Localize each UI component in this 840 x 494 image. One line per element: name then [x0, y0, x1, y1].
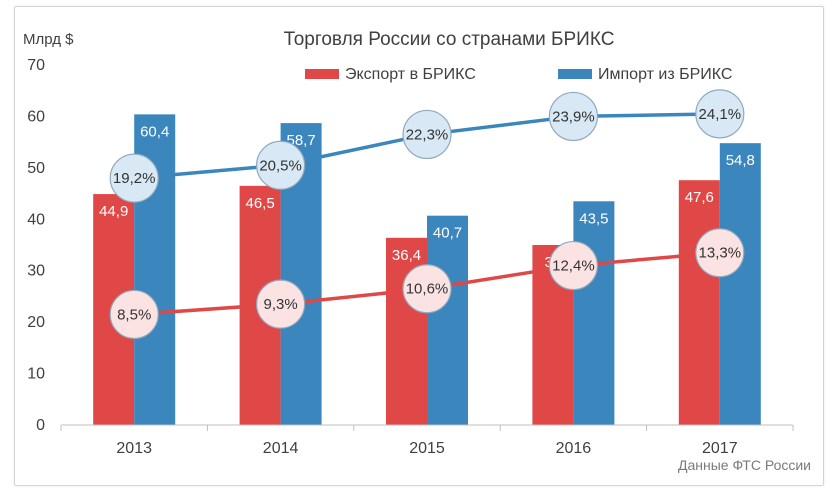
- bar-value-label: 46,5: [245, 195, 274, 212]
- legend: Экспорт в БРИКС Импорт из БРИКС: [305, 66, 732, 83]
- source-note: Данные ФТС России: [678, 457, 811, 473]
- share-marker: [109, 289, 159, 340]
- bar-value-label: 36,4: [392, 247, 421, 264]
- legend-label-export: Экспорт в БРИКС: [345, 66, 476, 83]
- import-bar: [719, 143, 761, 425]
- share-label: 8,5%: [117, 306, 151, 323]
- legend-swatch-export: [305, 69, 339, 79]
- x-tick-label: 2016: [556, 440, 592, 457]
- x-tick-label: 2015: [409, 440, 445, 457]
- x-tick-label: 2013: [116, 440, 152, 457]
- y-tick-label: 30: [27, 263, 45, 280]
- chart-frame: Торговля России со странами БРИКС Млрд $…: [14, 6, 824, 486]
- share-label: 13,3%: [699, 245, 742, 262]
- y-tick-label: 0: [36, 417, 45, 434]
- x-tick-label: 2014: [263, 440, 299, 457]
- share-marker: [695, 89, 745, 139]
- y-tick-label: 50: [27, 160, 45, 177]
- share-label: 23,9%: [552, 108, 595, 125]
- export-bar: [678, 180, 720, 425]
- import-bar: [573, 201, 615, 425]
- share-label: 20,5%: [259, 157, 302, 174]
- share-marker: [402, 109, 452, 160]
- share-label: 12,4%: [552, 258, 595, 275]
- share-marker: [548, 240, 599, 291]
- y-axis: 0 10 20 30 40 50 60 70: [27, 57, 45, 434]
- share-marker: [695, 228, 745, 278]
- bar-value-label: 44,9: [99, 203, 128, 220]
- share-marker: [109, 153, 159, 203]
- share-lines: 8,5% 9,3% 10,6% 12,4% 13,3% 19,2% 20,5% 22,3% 23…: [109, 89, 745, 340]
- y-tick-label: 70: [27, 57, 45, 74]
- share-marker: [548, 91, 599, 142]
- share-marker: [256, 140, 306, 190]
- y-tick-label: 40: [27, 211, 45, 228]
- share-label: 24,1%: [699, 106, 742, 123]
- bar-value-label: 47,6: [685, 189, 714, 206]
- bar-value-label: 54,8: [726, 152, 755, 169]
- x-tick-label: 2017: [702, 440, 738, 457]
- share-label: 9,3%: [263, 296, 297, 313]
- chart-canvas: Торговля России со странами БРИКС Млрд $…: [23, 29, 811, 473]
- y-tick-label: 60: [27, 108, 45, 125]
- legend-swatch-import: [558, 69, 592, 79]
- x-axis: 2013 2014 2015 2016 2017: [60, 424, 794, 457]
- bars: 44,960,446,558,736,440,73543,547,654,8: [93, 114, 761, 425]
- chart-title: Торговля России со странами БРИКС: [284, 29, 615, 50]
- import-bar: [427, 215, 468, 425]
- legend-label-import: Импорт из БРИКС: [598, 66, 732, 83]
- y-tick-label: 20: [27, 314, 45, 331]
- y-tick-label: 10: [27, 366, 45, 383]
- bar-value-label: 60,4: [140, 123, 169, 140]
- unit-label: Млрд $: [23, 31, 74, 48]
- share-marker: [256, 279, 306, 329]
- share-label: 22,3%: [406, 126, 449, 143]
- share-label: 19,2%: [113, 170, 156, 187]
- share-label: 10,6%: [406, 281, 449, 298]
- bar-value-label: 43,5: [579, 210, 608, 227]
- bar-value-label: 40,7: [433, 225, 462, 242]
- share-marker: [402, 264, 452, 314]
